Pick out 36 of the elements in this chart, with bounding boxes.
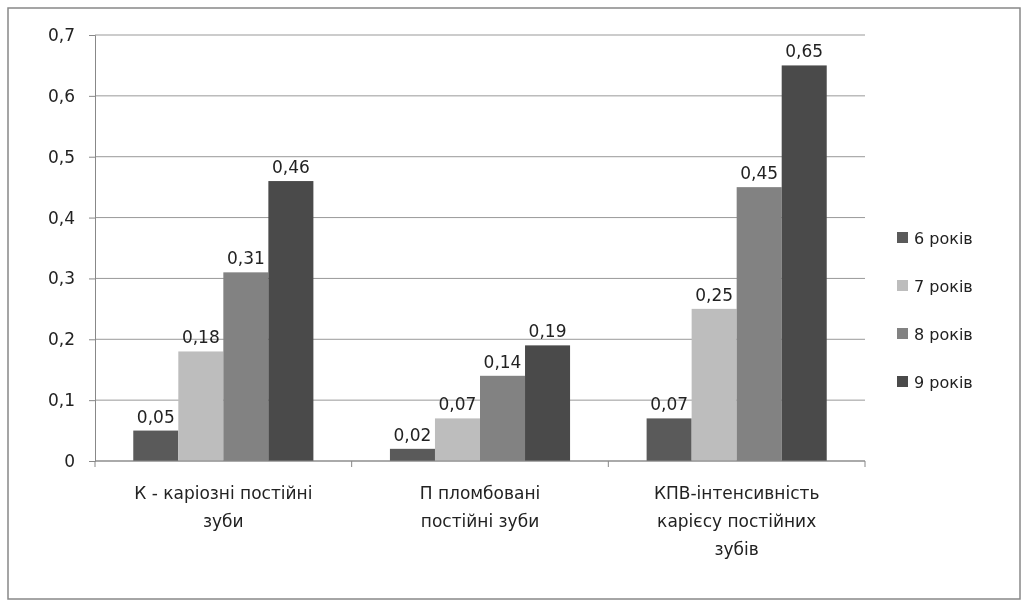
- text: 0,45: [740, 163, 779, 184]
- y-tick-label: 0,4: [47, 207, 75, 228]
- text: 0,25: [695, 284, 734, 305]
- legend-label: 6 років: [914, 229, 973, 248]
- text: 0,05: [136, 406, 175, 427]
- text: 0,46: [271, 157, 310, 178]
- x-tick-label: КПВ-інтенсивність карієсу постійних зубів: [653, 483, 820, 559]
- y-tick-label: 0,3: [47, 268, 75, 289]
- bar: [646, 418, 692, 461]
- y-tick-label: 0,5: [47, 146, 75, 167]
- y-tick-label: 0,7: [47, 24, 75, 45]
- text: 0,07: [650, 394, 689, 415]
- x-tick-label: П пломбовані постійні зуби: [419, 483, 541, 531]
- bar: [434, 418, 480, 461]
- text: 0,02: [393, 424, 432, 445]
- text: 0,07: [438, 394, 477, 415]
- bar: [525, 345, 571, 461]
- legend-label: 8 років: [914, 325, 973, 344]
- y-tick-label: 0,6: [47, 85, 75, 106]
- bar: [781, 65, 827, 461]
- text: 0,18: [181, 327, 220, 348]
- legend-label: 7 років: [914, 277, 973, 296]
- y-tick-label: 0: [64, 450, 75, 471]
- text: 0,19: [528, 321, 567, 342]
- bar: [268, 181, 314, 461]
- bar: [691, 308, 737, 461]
- text: 0,65: [785, 41, 824, 62]
- bar: [133, 430, 179, 461]
- bar: [178, 351, 224, 461]
- y-tick-label: 0,2: [47, 329, 75, 350]
- y-tick-label: 0,1: [47, 390, 75, 411]
- legend-label: 9 років: [914, 373, 973, 392]
- bar: [389, 448, 435, 461]
- text: 0,14: [483, 351, 522, 372]
- x-tick-label: К - каріозні постійні зуби: [134, 483, 313, 531]
- text: 0,31: [226, 248, 265, 269]
